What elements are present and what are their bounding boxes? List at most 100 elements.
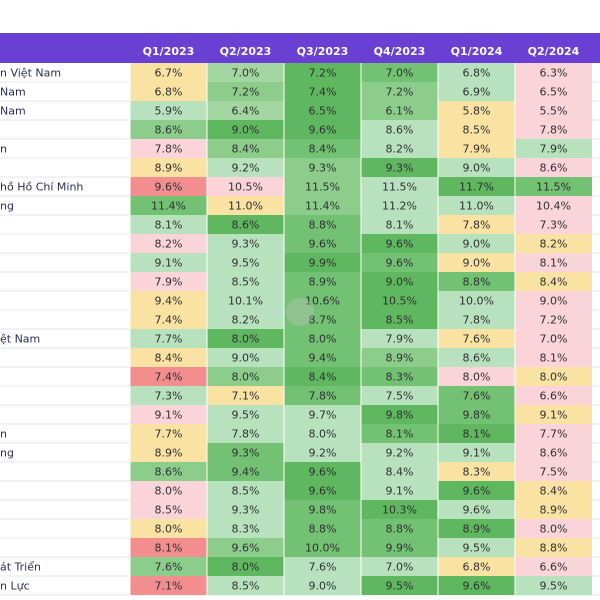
cell-value: 9.0% (463, 162, 491, 175)
heatmap-cell (207, 234, 284, 253)
cell-value: 8.0% (232, 561, 260, 574)
cell-value: 9.1% (463, 447, 491, 460)
cell-value: 9.2% (309, 447, 337, 460)
heatmap-cell (438, 82, 515, 101)
bank-name: hồ Hồ Chí Minh (0, 181, 83, 194)
heatmap-cell (130, 538, 207, 557)
heatmap-cell (515, 120, 592, 139)
table-row: Nam 5.9% 6.4% 6.5% 6.1% 5.8% 5.5% (0, 101, 600, 121)
heatmap-cell (130, 253, 207, 272)
heatmap-cell (361, 462, 438, 481)
bank-name: ệt Nam (0, 333, 40, 346)
cell-value: 8.4% (540, 276, 568, 289)
cell-value: 8.8% (463, 276, 491, 289)
cell-value: 8.2% (540, 238, 568, 251)
heatmap-cell (130, 519, 207, 538)
column-header[interactable]: Q4/2023 (374, 45, 426, 58)
heatmap-cell (130, 310, 207, 329)
column-header[interactable]: Q1/2024 (451, 45, 503, 58)
cell-value: 7.0% (386, 67, 414, 80)
heatmap-cell (361, 139, 438, 158)
cell-value: 9.9% (386, 542, 414, 555)
heatmap-cell (361, 101, 438, 120)
cell-value: 8.0% (463, 371, 491, 384)
heatmap-cell (207, 120, 284, 139)
heatmap-cell (284, 519, 361, 538)
heatmap-cell (515, 348, 592, 367)
heatmap-cell (284, 158, 361, 177)
column-header[interactable]: Q2/2024 (528, 45, 580, 58)
heatmap-cell (284, 424, 361, 443)
heatmap-cell (130, 443, 207, 462)
heatmap-cell (361, 82, 438, 101)
column-header[interactable]: Q3/2023 (297, 45, 349, 58)
cell-value: 8.9% (540, 504, 568, 517)
cell-value: 6.5% (309, 105, 337, 118)
cell-value: 8.8% (386, 523, 414, 536)
cell-value: 9.3% (232, 447, 260, 460)
heatmap-cell (361, 158, 438, 177)
heatmap-cell (130, 234, 207, 253)
cell-value: 9.0% (540, 295, 568, 308)
cell-value: 8.0% (540, 523, 568, 536)
cell-value: 9.2% (232, 162, 260, 175)
cell-value: 9.5% (232, 257, 260, 270)
table-row: 8.5% 9.3% 9.8% 10.3% 9.6% 8.9% (0, 500, 600, 520)
heatmap-cell (515, 405, 592, 424)
heatmap-cell (284, 538, 361, 557)
cell-value: 7.8% (309, 390, 337, 403)
table-row: n 7.7% 7.8% 8.0% 8.1% 8.1% 7.7% (0, 424, 600, 444)
column-header[interactable]: Q1/2023 (143, 45, 195, 58)
heatmap-cell (361, 215, 438, 234)
table-row: 8.6% 9.0% 9.6% 8.6% 8.5% 7.8% (0, 120, 600, 140)
cell-value: 11.5% (536, 181, 571, 194)
cell-value: 9.0% (232, 352, 260, 365)
heatmap-cell (438, 386, 515, 405)
bank-name: ng (0, 200, 14, 213)
cell-value: 7.0% (540, 333, 568, 346)
cell-value: 8.5% (232, 276, 260, 289)
heatmap-cell (438, 538, 515, 557)
heatmap-cell (130, 215, 207, 234)
table-row: ng 11.4% 11.0% 11.4% 11.2% 11.0% 10.4% (0, 196, 600, 216)
heatmap-cell (284, 234, 361, 253)
cell-value: 7.8% (463, 219, 491, 232)
heatmap-cell (361, 329, 438, 348)
heatmap-cell (284, 576, 361, 595)
cell-value: 9.5% (232, 409, 260, 422)
heatmap-cell (284, 462, 361, 481)
cell-value: 7.7% (155, 428, 183, 441)
heatmap-cell (361, 481, 438, 500)
heatmap-cell (515, 310, 592, 329)
cell-value: 9.3% (232, 238, 260, 251)
heatmap-cell (207, 386, 284, 405)
cell-value: 7.3% (155, 390, 183, 403)
heatmap-cell (515, 424, 592, 443)
heatmap-cell (438, 215, 515, 234)
cell-value: 7.6% (463, 333, 491, 346)
cell-value: 6.4% (232, 105, 260, 118)
cell-value: 10.5% (228, 181, 263, 194)
heatmap-cell (284, 310, 361, 329)
cell-value: 11.4% (305, 200, 340, 213)
cell-value: 7.5% (540, 466, 568, 479)
cell-value: 8.6% (155, 124, 183, 137)
table-row: 9.1% 9.5% 9.9% 9.6% 9.0% 8.1% (0, 253, 600, 273)
cell-value: 7.2% (386, 86, 414, 99)
column-header[interactable]: Q2/2023 (220, 45, 272, 58)
cell-value: 9.5% (463, 542, 491, 555)
heatmap-cell (438, 367, 515, 386)
heatmap-cell (361, 443, 438, 462)
heatmap-cell (438, 253, 515, 272)
cell-value: 9.8% (309, 504, 337, 517)
heatmap-cell (130, 386, 207, 405)
heatmap-cell (284, 253, 361, 272)
cell-value: 8.9% (463, 523, 491, 536)
cell-value: 9.7% (309, 409, 337, 422)
heatmap-cell (130, 82, 207, 101)
column-headers: Q1/2023 Q2/2023 Q3/2023 Q4/2023 Q1/2024 Q2/20… (143, 45, 580, 58)
heatmap-cell (207, 367, 284, 386)
heatmap-cell (515, 272, 592, 291)
header-bar (0, 33, 600, 63)
cell-value: 7.2% (309, 67, 337, 80)
